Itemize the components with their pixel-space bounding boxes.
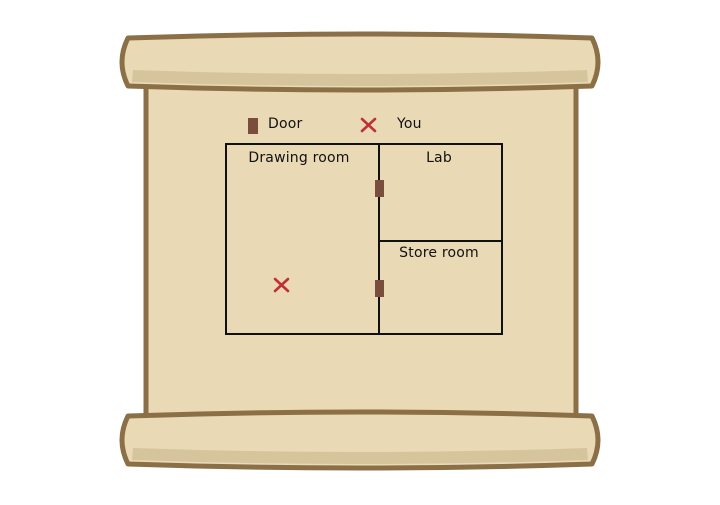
legend-you-label: You <box>397 116 422 132</box>
legend-door-icon <box>248 118 258 134</box>
top-roll <box>119 31 601 93</box>
door-drawing-room-to-lab[interactable] <box>375 180 384 197</box>
room-label-store-room: Store room <box>399 245 479 261</box>
legend-you-icon <box>360 117 377 133</box>
outer-walls <box>225 143 503 335</box>
player-marker-x-icon <box>273 277 290 293</box>
bottom-roll <box>119 409 601 471</box>
parchment-sheet <box>143 77 579 423</box>
room-label-drawing-room: Drawing room <box>248 150 350 166</box>
room-label-lab: Lab <box>426 150 452 166</box>
door-drawing-room-to-store-room[interactable] <box>375 280 384 297</box>
floor-plan <box>225 143 503 335</box>
legend-door-label: Door <box>268 116 303 132</box>
